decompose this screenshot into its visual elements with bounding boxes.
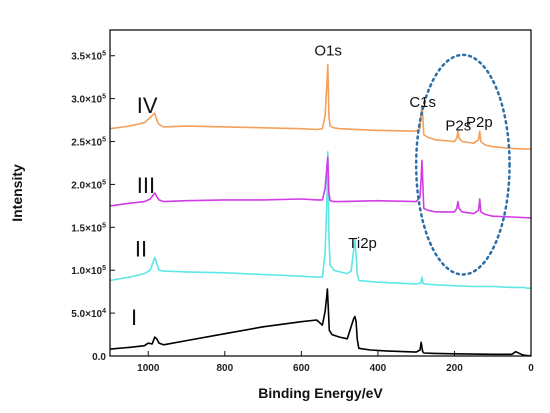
y-tick-label: 3.5×105 (71, 51, 106, 63)
y-axis-title: Intensity (9, 164, 25, 222)
y-tick-label: 1.5×105 (71, 222, 106, 234)
series-label-ii: II (135, 236, 147, 261)
peak-label-o1s: O1s (314, 43, 342, 60)
plot-frame (109, 29, 532, 357)
series-line-ii (109, 151, 531, 289)
x-tick-label: 600 (293, 363, 310, 374)
peak-label-p2s: P2s (445, 117, 471, 134)
x-tick-label: 200 (446, 363, 463, 374)
x-tick-label: 1000 (137, 363, 160, 374)
series-line-i (109, 288, 532, 357)
peak-label-p2p: P2p (466, 114, 493, 131)
x-tick-label: 400 (370, 363, 387, 374)
y-tick-label: 2.5×105 (71, 137, 106, 149)
y-tick-label: 1.0×105 (71, 265, 106, 277)
peak-label-ti2p: Ti2p (348, 235, 377, 252)
x-axis-title: Binding Energy/eV (258, 385, 383, 401)
series-line-iii (109, 156, 532, 219)
x-tick-label: 800 (216, 363, 233, 374)
highlight-ellipse (414, 53, 511, 276)
peak-label-c1s: C1s (409, 94, 436, 111)
y-tick-label: 3.0×105 (71, 94, 106, 106)
series-label-iv: IV (137, 93, 158, 118)
x-tick-label: 0 (528, 363, 534, 374)
y-tick-label: 5.0×104 (71, 308, 106, 320)
axes: 1000 800 600 400 200 0 0.0 5.0×104 1.0×105 1.5×10… (71, 51, 534, 374)
series-label-iii: III (137, 173, 155, 198)
y-tick-label: 0.0 (92, 352, 106, 363)
series-label-i: I (131, 305, 137, 330)
series-line-iv (109, 63, 532, 150)
y-tick-label: 2.0×105 (71, 179, 106, 191)
